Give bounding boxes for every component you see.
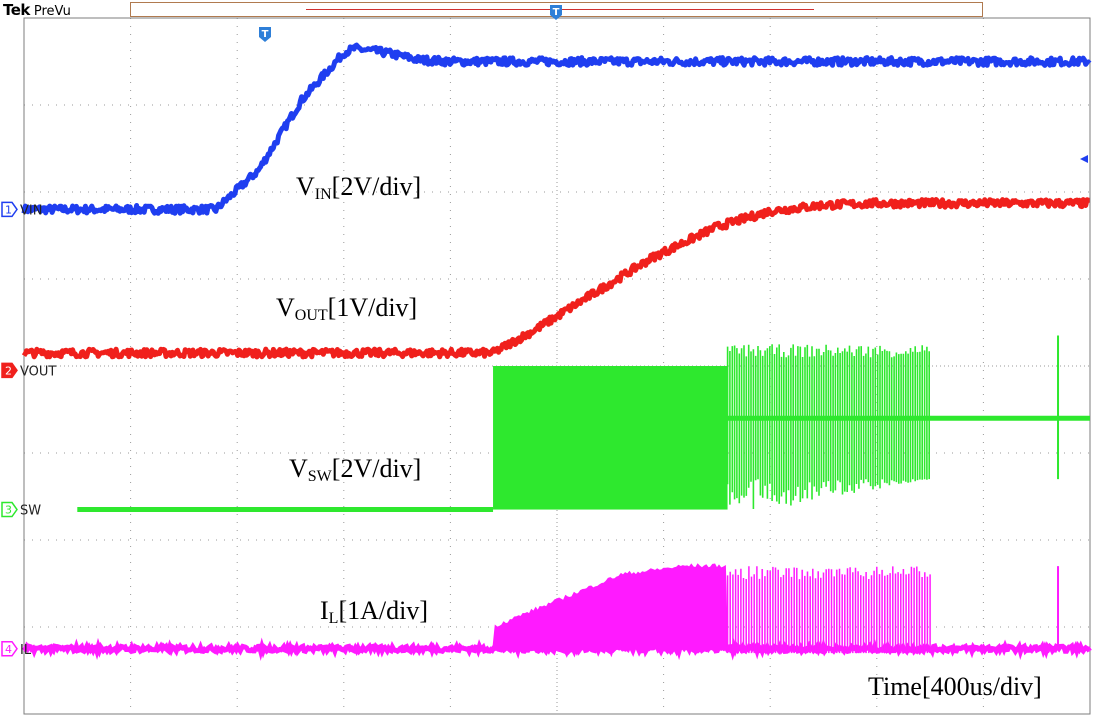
il-annotation: IL[1A/div] (320, 596, 428, 627)
brand-mode: PreVu (33, 4, 71, 19)
channel-number-badge (1, 501, 18, 518)
trigger-level-arrow-icon (1080, 155, 1088, 163)
trigger-position-marker-shape (259, 27, 271, 42)
time-scale-label: Time[400us/div] (868, 672, 1042, 701)
trace-vout (21, 197, 1091, 360)
trigger-position-marker-letter: T (262, 29, 269, 40)
channel-number: 4 (5, 643, 12, 656)
channel-marker-vin: 1 VIN (1, 201, 42, 218)
channel-name: SW (20, 504, 41, 519)
trigger-position-marker: T (259, 27, 271, 42)
trace-il-ramp (492, 563, 729, 650)
trace-il (22, 563, 1092, 662)
channel-marker-il: 4 IL (1, 641, 32, 658)
channel-name: IL (20, 643, 32, 658)
horizontal-center-marker-letter: T (553, 7, 560, 18)
channel-number: 1 (5, 203, 12, 216)
channel-number-badge (1, 362, 18, 379)
trace-sw (77, 335, 1090, 513)
channel-number-badge (1, 201, 18, 218)
channel-number-badge (1, 641, 18, 657)
trace-il-bursts (726, 566, 931, 654)
channel-number: 2 (5, 364, 12, 377)
vout-annotation: VOUT[1V/div] (276, 293, 418, 324)
channel-name: VIN (20, 203, 42, 218)
channel-marker-sw: 3 SW (1, 501, 41, 519)
trace-vin (21, 42, 1092, 216)
vin-annotation: VIN[2V/div] (296, 172, 422, 203)
trace-sw-dense (493, 366, 728, 510)
brand-name: Tek (3, 1, 30, 19)
channel-number: 3 (5, 504, 12, 517)
channel-marker-vout: 2 VOUT (1, 362, 56, 379)
horizontal-center-marker: T (550, 5, 562, 20)
channel-name: VOUT (20, 364, 56, 379)
trace-sw-bursts (726, 344, 930, 509)
vsw-annotation: VSW[2V/div] (289, 454, 422, 485)
horizontal-center-marker-shape (550, 5, 562, 20)
brand-label: Tek PreVu (3, 1, 71, 19)
